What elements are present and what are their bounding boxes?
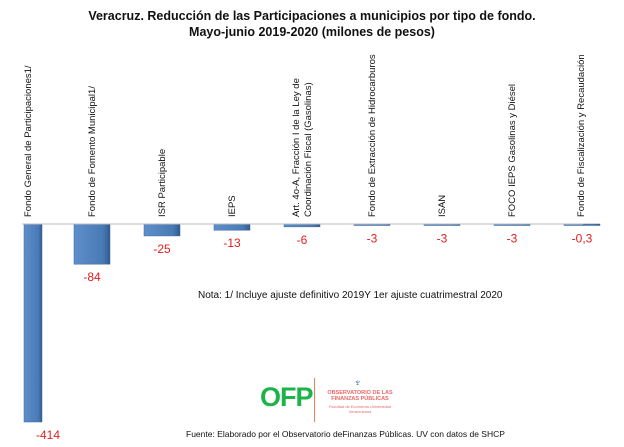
logo-line2: Facultad de Economía Universidad Veracru… (328, 404, 392, 414)
logo-text: OFP (260, 382, 314, 412)
category-label-6: ISAN (437, 195, 448, 217)
logo-line1: OBSERVATORIO DE LAS FINANZAS PÚBLICAS (327, 390, 393, 402)
data-label-1: -84 (83, 270, 101, 284)
chart-subtitle: Mayo-junio 2019-2020 (milones de pesos) (189, 25, 435, 39)
category-label-4: Art. 4o-A, Fracción I de la Ley de (291, 78, 302, 217)
data-label-6: -3 (437, 232, 448, 246)
category-label-1: Fondo de Fomento Municipal1/ (87, 86, 98, 217)
data-label-8: -0,3 (572, 232, 593, 246)
category-label-4: Coordinación Fiscal (Gasolinas) (303, 82, 314, 217)
data-label-7: -3 (507, 232, 518, 246)
emblem-icon: ♆ (354, 378, 362, 389)
bar-0 (23, 223, 43, 423)
bar-2 (143, 223, 181, 237)
ofp-logo: OFP ♆ OBSERVATORIO DE LAS FINANZAS PÚBLI… (258, 376, 408, 426)
data-label-5: -3 (367, 232, 378, 246)
data-label-2: -25 (153, 242, 171, 256)
logo-divider (314, 378, 315, 422)
data-label-0: -414 (36, 428, 60, 442)
data-label-4: -6 (297, 233, 308, 247)
category-label-7: FOCO IEPS Gasolinas y Diésel (507, 84, 518, 217)
category-label-0: Fondo General de Participaciones1/ (23, 65, 34, 217)
chart-source: Fuente: Elaborado por el Observatorio de… (186, 429, 505, 439)
bar-3 (213, 223, 251, 231)
category-label-8: Fondo de Fiscalización y Recaudación (576, 54, 587, 217)
category-label-3: IEPS (227, 195, 238, 217)
bar-1 (73, 223, 111, 265)
chart-title: Veracruz. Reducción de las Participacion… (88, 9, 536, 23)
category-label-5: Fondo de Extracción de Hidrocarburos (367, 54, 378, 217)
data-label-3: -13 (223, 236, 241, 250)
category-label-2: ISR Participable (157, 149, 168, 217)
chart-note: Nota: 1/ Incluye ajuste definitivo 2019Y… (198, 290, 503, 301)
